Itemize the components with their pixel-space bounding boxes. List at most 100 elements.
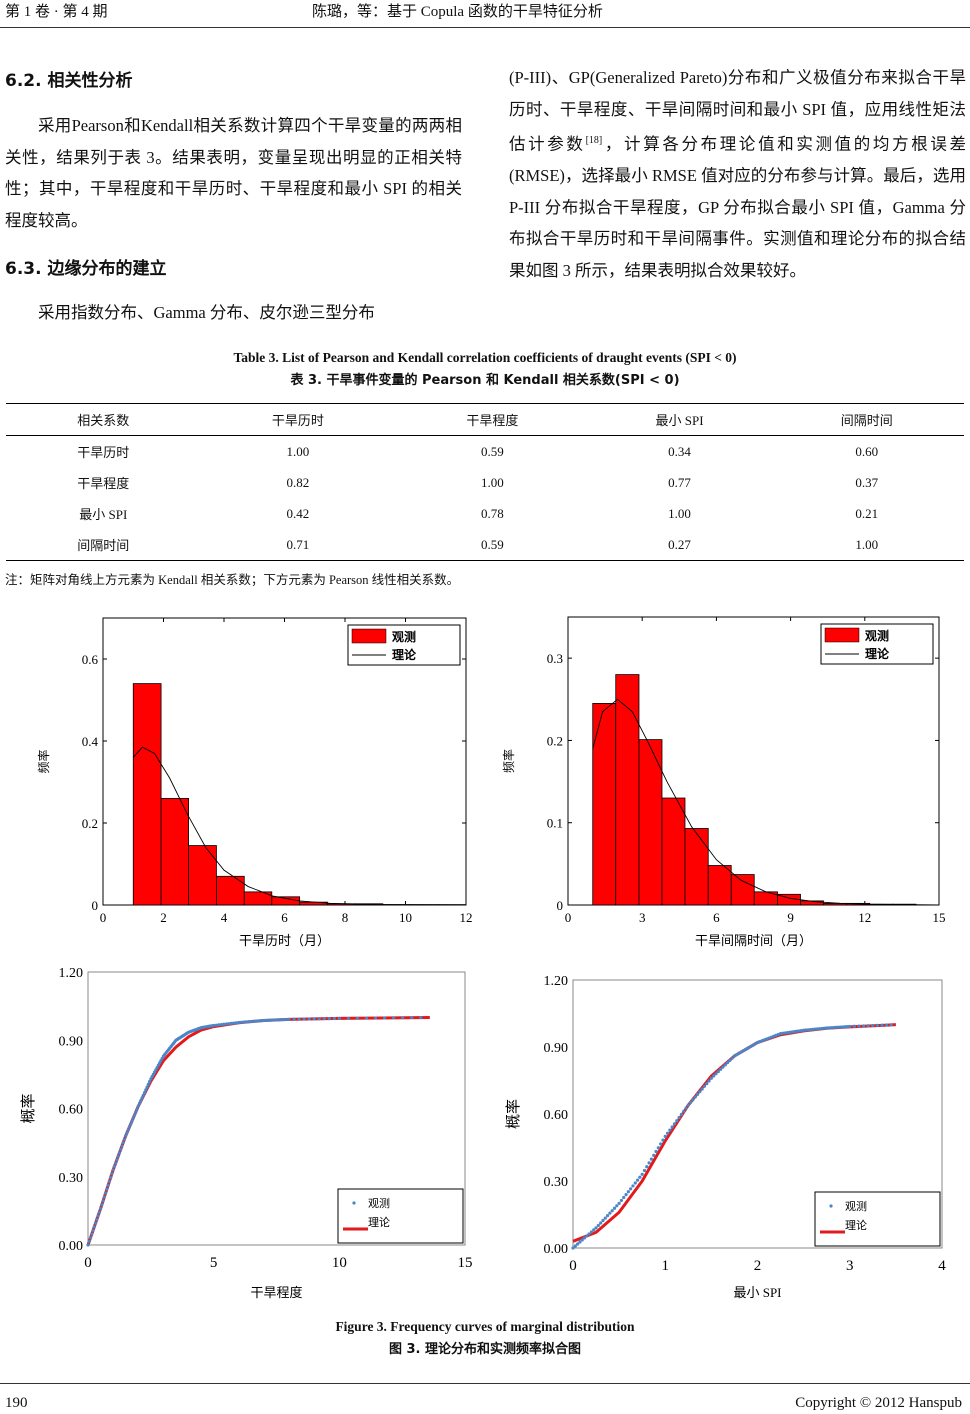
legend-observed-label: 观测	[392, 629, 416, 644]
y-tick-label: 0.60	[544, 1108, 569, 1123]
observed-point	[297, 1017, 301, 1021]
table-row: 干旱历时 1.00 0.59 0.34 0.60	[6, 436, 964, 468]
observed-point	[885, 1023, 889, 1027]
observed-point	[631, 1184, 635, 1188]
observed-point	[808, 1027, 813, 1032]
observed-point	[716, 1069, 720, 1074]
observed-point	[87, 1239, 91, 1243]
observed-point	[603, 1216, 607, 1220]
legend-box	[337, 1188, 464, 1244]
observed-point	[136, 1104, 140, 1108]
observed-point	[86, 1243, 90, 1247]
observed-point	[242, 1020, 246, 1024]
observed-point	[802, 1028, 806, 1032]
observed-point	[709, 1076, 713, 1080]
plot-frame	[572, 979, 943, 1249]
x-tick-label: 6	[281, 910, 288, 925]
observed-point	[693, 1095, 697, 1099]
col-header: 相关系数	[77, 413, 130, 428]
observed-point	[249, 1019, 253, 1024]
observed-point	[587, 1232, 591, 1236]
observed-point	[96, 1214, 100, 1218]
observed-point	[144, 1088, 148, 1092]
observed-point	[274, 1018, 279, 1022]
legend-observed-marker	[352, 1201, 356, 1205]
table-caption-cn: 表 3. 干旱事件变量的 Pearson 和 Kendall 相关系数(SPI …	[290, 373, 680, 388]
observed-point	[227, 1022, 231, 1026]
legend-theory-label: 理论	[845, 1218, 867, 1232]
y-tick-label: 0.00	[59, 1239, 84, 1254]
observed-point	[827, 1026, 831, 1030]
observed-point	[608, 1211, 612, 1215]
observed-point	[675, 1119, 679, 1123]
y-tick-label: 0.30	[544, 1175, 569, 1190]
x-tick-label: 12	[858, 910, 871, 925]
y-tick-label: 0	[92, 898, 99, 913]
observed-point	[889, 1023, 893, 1027]
x-tick-label: 4	[221, 910, 228, 925]
observed-point	[130, 1119, 134, 1123]
legend-theory-label: 理论	[865, 646, 890, 661]
observed-point	[307, 1017, 311, 1021]
text-part: (P-III)、GP(Generalized Pareto)分布和广义极值分布来…	[509, 68, 966, 154]
y-tick-label: 0.00	[544, 1242, 569, 1257]
observed-point	[739, 1050, 743, 1054]
observed-point	[141, 1093, 145, 1097]
observed-point	[247, 1020, 251, 1024]
observed-point	[843, 1025, 847, 1029]
observed-point	[642, 1168, 647, 1173]
observed-point	[663, 1134, 667, 1138]
y-axis-label: 概率	[20, 1093, 37, 1123]
observed-point	[232, 1021, 236, 1025]
observed-point	[382, 1016, 387, 1020]
observed-point	[103, 1191, 108, 1195]
table-note: 注：矩阵对角线上方元素为 Kendall 相关系数；下方元素为 Pearson …	[5, 573, 460, 587]
page-number: 190	[5, 1395, 28, 1411]
observed-point	[700, 1087, 704, 1091]
table-cell: 0.27	[668, 536, 691, 552]
y-tick-label: 0.2	[82, 816, 98, 831]
row-header: 干旱历时	[77, 445, 130, 460]
observed-point	[746, 1046, 750, 1050]
observed-point	[100, 1203, 104, 1207]
x-tick-label: 0	[84, 1255, 92, 1271]
observed-point	[649, 1157, 654, 1161]
observed-point	[753, 1042, 757, 1046]
x-axis-label: 干旱程度	[250, 1285, 302, 1300]
observed-point	[705, 1082, 709, 1086]
x-tick-label: 15	[458, 1255, 473, 1271]
row-header: 间隔时间	[77, 538, 130, 553]
observed-point	[682, 1109, 686, 1113]
observed-point	[804, 1028, 808, 1032]
x-tick-label: 10	[399, 910, 412, 925]
observed-point	[373, 1016, 378, 1020]
table-caption-en: Table 3. List of Pearson and Kendall cor…	[233, 350, 737, 365]
observed-point	[672, 1122, 677, 1126]
observed-point	[626, 1190, 630, 1194]
observed-point	[110, 1172, 114, 1176]
observed-point	[857, 1024, 861, 1028]
observed-point	[605, 1214, 610, 1218]
x-tick-label: 2	[160, 910, 167, 925]
observed-point	[735, 1052, 739, 1057]
observed-point	[818, 1027, 822, 1031]
observed-point	[322, 1017, 326, 1021]
observed-point	[254, 1019, 258, 1023]
table-header-row: 相关系数 干旱历时 干旱程度 最小 SPI 间隔时间	[6, 403, 964, 436]
y-axis-label: 频率	[36, 749, 51, 773]
reference-18[interactable]: [18]	[585, 135, 603, 146]
observed-point	[126, 1128, 130, 1132]
observed-point	[707, 1079, 711, 1083]
observed-point	[585, 1234, 589, 1238]
x-axis-label: 干旱历时（月）	[239, 933, 330, 948]
table-cell: 0.78	[481, 505, 504, 521]
observed-point	[88, 1236, 93, 1240]
observed-point	[125, 1131, 129, 1135]
footer-rule	[0, 1383, 970, 1384]
x-tick-label: 3	[639, 910, 646, 925]
table-cell: 0.60	[855, 443, 879, 459]
